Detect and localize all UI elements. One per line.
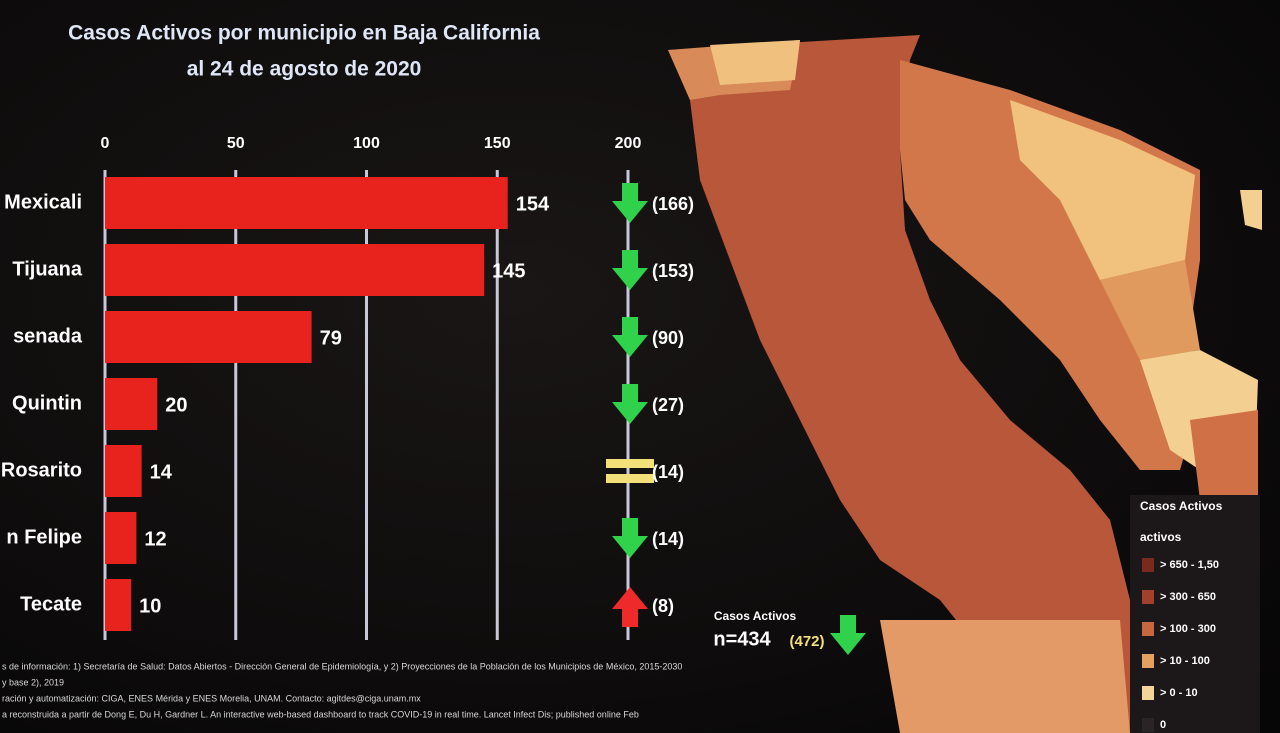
y-tick-label: Quintin <box>12 392 82 414</box>
total-title: Casos Activos <box>714 609 797 623</box>
bar <box>105 244 485 296</box>
y-tick-label: Tijuana <box>12 258 83 280</box>
y-tick-label: Mexicali <box>4 191 82 213</box>
map <box>668 35 1262 733</box>
bar <box>105 445 142 497</box>
bar <box>105 512 137 564</box>
map-legend-swatch <box>1142 590 1154 604</box>
value-label: 145 <box>492 260 525 282</box>
map-legend-swatch <box>1142 718 1154 732</box>
total-trend <box>830 615 866 655</box>
value-label: 10 <box>139 595 161 617</box>
map-legend-label: > 100 - 300 <box>1160 623 1216 635</box>
value-label: 14 <box>150 461 173 483</box>
bar <box>105 378 158 430</box>
previous-value-label: (90) <box>652 328 684 348</box>
y-tick-label: n Felipe <box>6 526 82 548</box>
trend-down <box>612 250 648 290</box>
map-legend-swatch <box>1142 558 1154 572</box>
map-legend-swatch <box>1142 686 1154 700</box>
map-legend-swatch <box>1142 622 1154 636</box>
bar <box>105 311 312 363</box>
map-legend-label: > 10 - 100 <box>1160 655 1210 667</box>
footer-text: ración y automatización: CIGA, ENES Méri… <box>2 693 421 703</box>
value-label: 79 <box>320 327 342 349</box>
chart-subtitle: al 24 de agosto de 2020 <box>187 58 422 81</box>
total-previous: (472) <box>789 633 824 650</box>
previous-value-label: (14) <box>652 462 684 482</box>
y-tick-label: senada <box>13 325 83 347</box>
trend-up <box>612 587 648 627</box>
map-legend-subtitle: activos <box>1140 530 1182 544</box>
trend-down <box>612 518 648 558</box>
bar <box>105 177 508 229</box>
footer-text: y base 2), 2019 <box>2 677 64 687</box>
previous-value-label: (166) <box>652 194 694 214</box>
previous-value-label: (8) <box>652 596 674 616</box>
trend-equal <box>606 459 654 468</box>
footer-text: s de información: 1) Secretaría de Salud… <box>2 661 682 671</box>
previous-value-label: (153) <box>652 261 694 281</box>
map-legend-label: > 300 - 650 <box>1160 591 1216 603</box>
trend-down <box>612 183 648 223</box>
x-tick-label: 100 <box>353 135 380 152</box>
map-legend-label: 0 <box>1160 719 1166 731</box>
map-legend-label: > 0 - 10 <box>1160 687 1198 699</box>
total-label: n=434 <box>713 628 771 650</box>
trend-down <box>612 317 648 357</box>
bar <box>105 579 132 631</box>
value-label: 12 <box>144 528 166 550</box>
y-tick-label: Rosarito <box>1 459 82 481</box>
trend-down <box>612 384 648 424</box>
value-label: 154 <box>516 193 550 215</box>
value-label: 20 <box>165 394 187 416</box>
previous-value-label: (27) <box>652 395 684 415</box>
chart-title: Casos Activos por municipio en Baja Cali… <box>68 22 540 45</box>
map-legend-swatch <box>1142 654 1154 668</box>
x-tick-label: 0 <box>101 135 110 152</box>
y-tick-label: Tecate <box>20 593 82 615</box>
x-tick-label: 150 <box>484 135 511 152</box>
x-tick-label: 50 <box>227 135 245 152</box>
x-tick-label: 200 <box>615 135 642 152</box>
map-legend-title: Casos Activos <box>1140 499 1223 513</box>
trend-equal <box>606 474 654 483</box>
footer-text: a reconstruida a partir de Dong E, Du H,… <box>2 709 639 719</box>
map-legend-label: > 650 - 1,50 <box>1160 559 1219 571</box>
previous-value-label: (14) <box>652 529 684 549</box>
